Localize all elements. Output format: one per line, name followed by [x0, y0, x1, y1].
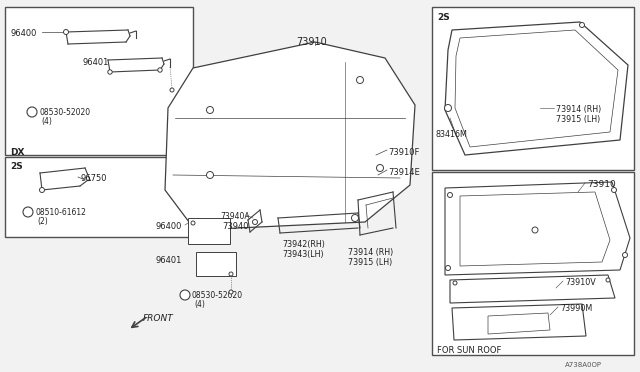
Circle shape — [170, 88, 174, 92]
Circle shape — [532, 227, 538, 233]
Bar — [432, 172, 634, 355]
Text: A738A0OP: A738A0OP — [565, 362, 602, 368]
Polygon shape — [445, 182, 630, 275]
Text: 08530-52020: 08530-52020 — [192, 291, 243, 300]
Text: 73943(LH): 73943(LH) — [282, 250, 324, 259]
Bar — [196, 252, 236, 276]
Text: 2S: 2S — [10, 162, 23, 171]
Polygon shape — [165, 42, 415, 230]
Bar — [188, 218, 230, 244]
Text: 73940: 73940 — [222, 222, 248, 231]
Polygon shape — [452, 304, 586, 340]
Text: 08510-61612: 08510-61612 — [35, 208, 86, 217]
Circle shape — [623, 253, 627, 257]
Circle shape — [27, 107, 37, 117]
Circle shape — [229, 290, 233, 294]
Circle shape — [376, 164, 383, 171]
Bar — [5, 157, 193, 237]
Polygon shape — [445, 22, 628, 155]
Circle shape — [253, 219, 257, 224]
Text: 2S: 2S — [437, 13, 450, 22]
Text: 96750: 96750 — [80, 174, 106, 183]
Circle shape — [23, 207, 33, 217]
Circle shape — [108, 70, 112, 74]
Text: 73910: 73910 — [296, 37, 327, 47]
Circle shape — [229, 272, 233, 276]
Text: 73910: 73910 — [587, 180, 616, 189]
Text: FOR SUN ROOF: FOR SUN ROOF — [437, 346, 501, 355]
Text: (4): (4) — [194, 300, 205, 309]
Circle shape — [191, 221, 195, 225]
Text: 73940A: 73940A — [220, 212, 250, 221]
Circle shape — [579, 22, 584, 28]
Circle shape — [158, 68, 162, 72]
Text: 73914E: 73914E — [388, 168, 420, 177]
Text: (4): (4) — [41, 117, 52, 126]
Circle shape — [207, 171, 214, 179]
Circle shape — [606, 278, 610, 282]
Text: 96400: 96400 — [155, 222, 181, 231]
Circle shape — [40, 187, 45, 192]
Circle shape — [356, 77, 364, 83]
Circle shape — [180, 290, 190, 300]
Bar — [432, 7, 634, 170]
Polygon shape — [450, 275, 615, 303]
Text: 83416M: 83416M — [436, 130, 468, 139]
Text: S: S — [26, 208, 30, 217]
Text: 73914 (RH): 73914 (RH) — [556, 105, 601, 114]
Circle shape — [63, 29, 68, 35]
Text: S: S — [182, 291, 188, 299]
Text: 73910F: 73910F — [388, 148, 419, 157]
Text: FRONT: FRONT — [143, 314, 173, 323]
Circle shape — [207, 106, 214, 113]
Text: S: S — [29, 108, 35, 116]
Text: (2): (2) — [37, 217, 48, 226]
Bar — [5, 7, 193, 155]
Text: 73915 (LH): 73915 (LH) — [348, 258, 392, 267]
Text: 96401: 96401 — [155, 256, 181, 265]
Text: 73942(RH): 73942(RH) — [282, 240, 325, 249]
Circle shape — [453, 281, 457, 285]
Text: 96400: 96400 — [10, 29, 36, 38]
Text: 73990M: 73990M — [560, 304, 592, 313]
Circle shape — [445, 266, 451, 270]
Text: 96401: 96401 — [82, 58, 108, 67]
Text: 73915 (LH): 73915 (LH) — [556, 115, 600, 124]
Text: 08530-52020: 08530-52020 — [39, 108, 90, 117]
Circle shape — [351, 215, 358, 221]
Circle shape — [445, 105, 451, 112]
Text: 73910V: 73910V — [565, 278, 596, 287]
Circle shape — [611, 187, 616, 192]
Text: DX: DX — [10, 148, 24, 157]
Circle shape — [447, 192, 452, 198]
Text: 73914 (RH): 73914 (RH) — [348, 248, 393, 257]
